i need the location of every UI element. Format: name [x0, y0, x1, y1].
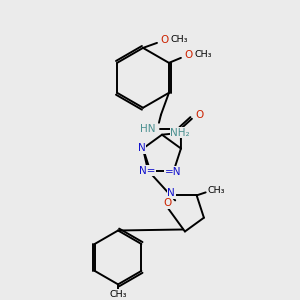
Text: HN: HN: [140, 124, 156, 134]
Text: O: O: [161, 35, 169, 45]
Text: O: O: [185, 50, 193, 60]
Text: =N: =N: [164, 167, 181, 177]
Text: CH₃: CH₃: [109, 290, 127, 299]
Text: N: N: [138, 143, 146, 154]
Text: CH₃: CH₃: [208, 186, 225, 195]
Text: NH₂: NH₂: [170, 128, 190, 138]
Text: CH₃: CH₃: [170, 35, 188, 44]
Text: N: N: [167, 188, 175, 198]
Text: N=: N=: [139, 166, 155, 176]
Text: O: O: [164, 198, 172, 208]
Text: O: O: [196, 110, 204, 120]
Text: CH₃: CH₃: [194, 50, 211, 59]
